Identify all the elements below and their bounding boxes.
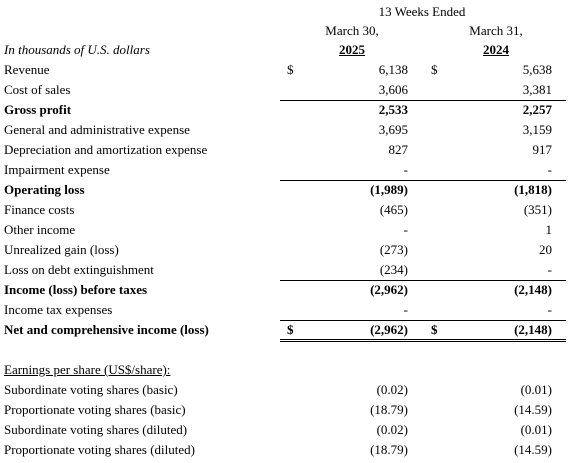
rule xyxy=(280,100,566,101)
row-label: Net and comprehensive income (loss) xyxy=(4,322,209,337)
cell-value: (14.59) xyxy=(514,442,552,457)
cell-value: - xyxy=(403,162,408,177)
row-label: Operating loss xyxy=(4,182,85,197)
column-date: March 31, xyxy=(469,23,523,38)
row-label: Finance costs xyxy=(4,202,75,217)
units-label: In thousands of U.S. dollars xyxy=(4,42,150,57)
cell-value: (1,818) xyxy=(514,182,552,197)
cell-value: (18.79) xyxy=(370,442,408,457)
cell-value: 5,638 xyxy=(522,62,552,77)
row-label: Income (loss) before taxes xyxy=(4,282,148,297)
rule xyxy=(280,320,566,321)
cell-value: (2,962) xyxy=(370,322,408,337)
cell-value: 6,138 xyxy=(378,62,408,77)
cell-value: 3,159 xyxy=(522,122,552,137)
column-year: 2025 xyxy=(339,42,365,57)
row-label: Subordinate voting shares (diluted) xyxy=(4,422,188,437)
section-title: Earnings per share (US$/share): xyxy=(4,362,171,377)
row-label: Proportionate voting shares (diluted) xyxy=(4,442,195,457)
cell-value: (2,962) xyxy=(370,282,408,297)
cell-value: - xyxy=(547,302,552,317)
cell-value: (351) xyxy=(523,202,552,217)
row-label: Gross profit xyxy=(4,102,72,117)
row-label: Revenue xyxy=(4,62,50,77)
row-label: Other income xyxy=(4,222,76,237)
row-label: General and administrative expense xyxy=(4,122,190,137)
cell-value: 3,695 xyxy=(378,122,408,137)
cell-value: (0.01) xyxy=(520,422,552,437)
cell-value: (273) xyxy=(379,242,408,257)
cell-value: 827 xyxy=(388,142,409,157)
cell-value: 1 xyxy=(545,222,553,237)
cell-value: 2,257 xyxy=(522,102,552,117)
row-label: Proportionate voting shares (basic) xyxy=(4,402,186,417)
cell-value: (234) xyxy=(379,262,408,277)
cell-value: (2,148) xyxy=(514,282,552,297)
row-label: Unrealized gain (loss) xyxy=(4,242,119,257)
cell-value: (18.79) xyxy=(370,402,408,417)
row-label: Impairment expense xyxy=(4,162,110,177)
cell-value: 917 xyxy=(532,142,553,157)
column-year: 2024 xyxy=(483,42,509,57)
rule xyxy=(280,180,566,181)
currency-symbol: $ xyxy=(287,62,294,77)
cell-value: - xyxy=(403,302,408,317)
cell-value: (0.01) xyxy=(520,382,552,397)
period-header: 13 Weeks Ended xyxy=(378,4,466,19)
currency-symbol: $ xyxy=(431,62,438,77)
row-label: Income tax expenses xyxy=(4,302,113,317)
row-label: Subordinate voting shares (basic) xyxy=(4,382,178,397)
cell-value: (14.59) xyxy=(514,402,552,417)
cell-value: (0.02) xyxy=(376,422,408,437)
row-label: Depreciation and amortization expense xyxy=(4,142,208,157)
cell-value: 2,533 xyxy=(378,102,408,117)
double-rule xyxy=(280,339,566,342)
cell-value: - xyxy=(547,262,552,277)
cell-value: (465) xyxy=(379,202,408,217)
row-label: Loss on debt extinguishment xyxy=(4,262,154,277)
column-date: March 30, xyxy=(325,23,379,38)
currency-symbol: $ xyxy=(287,322,294,337)
cell-value: - xyxy=(547,162,552,177)
cell-value: - xyxy=(403,222,408,237)
cell-value: (0.02) xyxy=(376,382,408,397)
currency-symbol: $ xyxy=(431,322,438,337)
cell-value: 3,381 xyxy=(522,82,552,97)
cell-value: 3,606 xyxy=(378,82,408,97)
cell-value: 20 xyxy=(539,242,552,257)
rule xyxy=(280,280,566,281)
cell-value: (2,148) xyxy=(514,322,552,337)
cell-value: (1,989) xyxy=(370,182,408,197)
row-label: Cost of sales xyxy=(4,82,71,97)
